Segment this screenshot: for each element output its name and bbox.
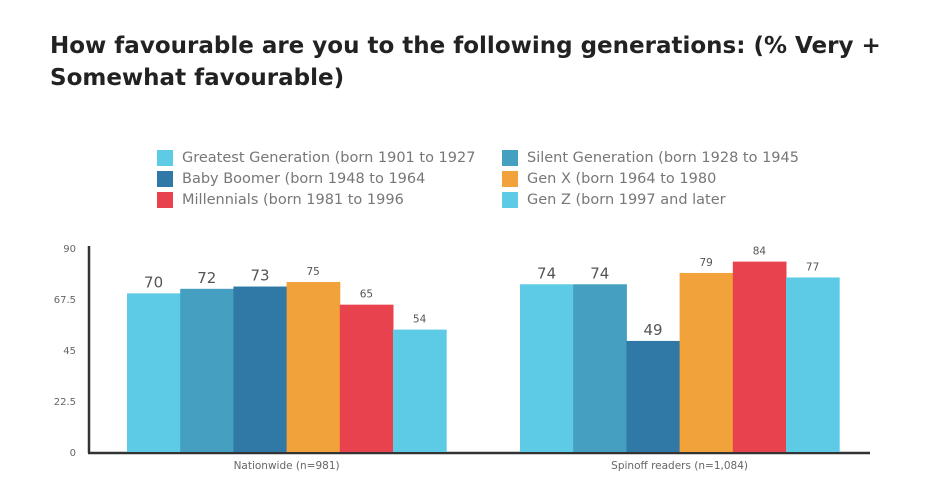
legend-label: Gen X (born 1964 to 1980 [527,170,717,187]
legend-item: Millennials (born 1981 to 1996 [157,190,502,209]
bar [127,293,181,452]
legend-item: Silent Generation (born 1928 to 1945 [502,148,847,167]
bar [520,284,574,452]
bar [679,272,734,452]
x-category-label: Nationwide (n=981) [234,460,340,472]
legend-item: Greatest Generation (born 1901 to 1927 [157,148,502,167]
legend-label: Millennials (born 1981 to 1996 [182,191,404,208]
data-label: 72 [197,269,216,287]
data-label: 73 [250,267,269,285]
data-label: 49 [643,321,662,339]
bar [233,286,288,452]
y-tick-label: 90 [63,244,76,255]
data-label: 84 [753,246,767,258]
data-label: 65 [360,289,373,301]
legend-label: Gen Z (born 1997 and later [527,191,726,208]
legend-swatch [157,170,173,187]
legend: Greatest Generation (born 1901 to 1927 Si… [157,148,857,209]
bar [573,284,627,452]
bar [286,282,341,452]
legend-item: Gen X (born 1964 to 1980 [502,169,847,188]
bar [180,288,234,452]
data-label: 75 [307,266,320,278]
data-label: 74 [537,264,556,282]
y-tick-label: 0 [70,448,76,459]
legend-item: Baby Boomer (born 1948 to 1964 [157,169,502,188]
legend-label: Greatest Generation (born 1901 to 1927 [182,149,476,166]
legend-swatch [502,191,518,208]
data-label: 79 [700,257,713,269]
legend-swatch [157,191,173,208]
legend-swatch [502,170,518,187]
y-tick-label: 22.5 [54,397,76,408]
bar [393,329,447,452]
data-label: 77 [806,261,819,273]
x-category-label: Spinoff readers (n=1,084) [611,460,748,472]
bar [786,277,840,452]
bar [626,340,681,452]
y-tick-label: 45 [63,346,76,357]
legend-label: Silent Generation (born 1928 to 1945 [527,149,799,166]
legend-item: Gen Z (born 1997 and later [502,190,847,209]
legend-swatch [502,149,518,166]
chart-title: How favourable are you to the following … [50,33,881,91]
data-label: 74 [590,264,609,282]
legend-label: Baby Boomer (born 1948 to 1964 [182,170,426,187]
legend-swatch [157,149,173,166]
data-label: 54 [413,314,427,326]
y-tick-label: 67.5 [54,295,76,306]
bar [339,304,394,452]
bar [732,261,787,452]
data-label: 70 [144,273,163,291]
